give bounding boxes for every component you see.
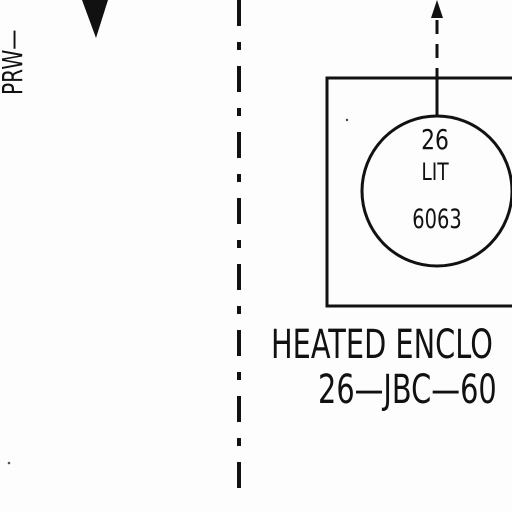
instrument-bubble	[360, 114, 512, 268]
scan-speck	[7, 461, 11, 465]
instrument-loop-number: 26	[421, 123, 449, 155]
scan-speck	[345, 118, 349, 122]
heated-enclosure-box	[325, 76, 512, 308]
instrument-function-code: LIT	[421, 159, 449, 187]
enclosure-label-line2: 26—JBC—60	[318, 367, 497, 413]
enclosure-label-line1: HEATED ENCLO	[271, 322, 493, 368]
line-label: PRW—	[0, 30, 29, 95]
instrument-tag-number: 6063	[412, 203, 461, 235]
signal-arrow-up-icon	[431, 0, 443, 18]
flow-arrow-down-icon	[82, 0, 108, 38]
